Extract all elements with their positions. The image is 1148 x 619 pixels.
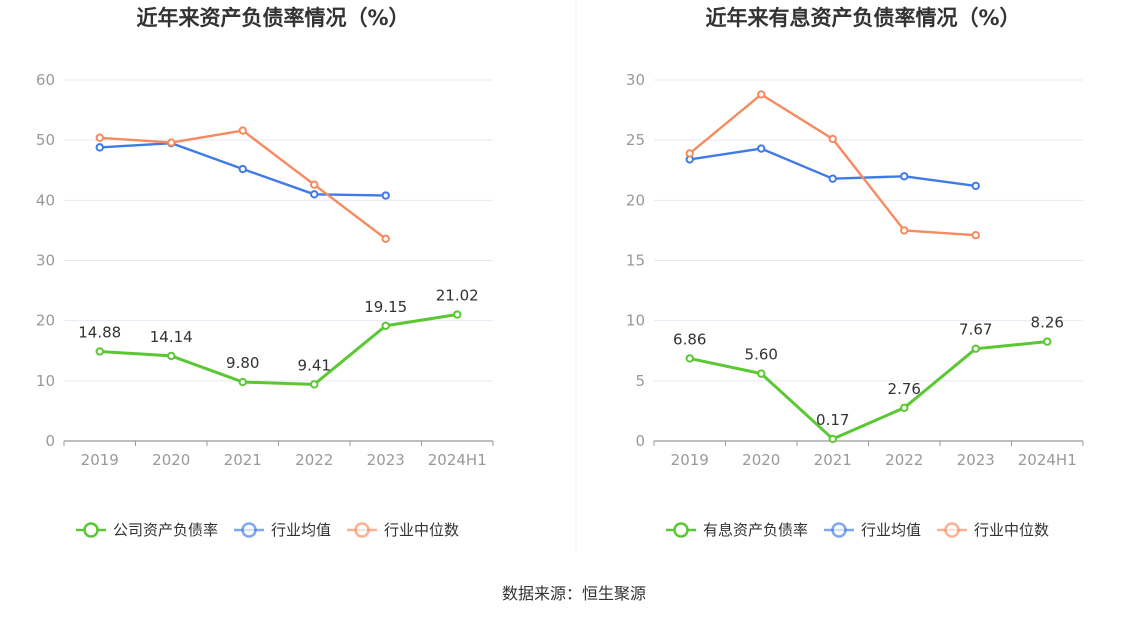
chart-0-series-company-point bbox=[310, 380, 319, 389]
chart-1-series-median-point bbox=[900, 226, 909, 235]
chart-0-y-tick-label: 60 bbox=[36, 71, 55, 89]
interest-bearing-debt-ratio-chart: 近年来有息资产负债率情况（%） 0 5 10 15 20 25 30 2019 2020 2021 2… bbox=[626, 6, 1084, 539]
chart-1-x-tick-label: 2021 bbox=[814, 451, 852, 469]
chart-1-title: 近年来有息资产负债率情况（%） bbox=[705, 6, 1020, 30]
chart-0-x-tick-label: 2024H1 bbox=[428, 451, 487, 469]
chart-0-series-company-point bbox=[238, 377, 247, 387]
chart-0-series-median-point bbox=[167, 138, 176, 147]
chart-0-series-median-point bbox=[381, 234, 390, 244]
chart-0-series-median-point bbox=[95, 133, 104, 142]
chart-1-series-company-point bbox=[1043, 337, 1052, 346]
legend-company-label: 有息资产负债率 bbox=[703, 521, 808, 539]
chart-0-series-average-point bbox=[95, 143, 104, 152]
legend-median-label: 行业中位数 bbox=[384, 521, 459, 539]
chart-1-x-tick-label: 2019 bbox=[671, 451, 709, 469]
chart-1-series-average-point bbox=[900, 172, 909, 181]
chart-1-series-average-point bbox=[828, 174, 837, 183]
chart-1-series-company-point bbox=[828, 434, 837, 444]
chart-1-series-median-point bbox=[828, 134, 837, 144]
chart-0-y-tick-label: 50 bbox=[36, 131, 55, 149]
chart-0-x-tick-label: 2020 bbox=[152, 451, 190, 469]
chart-1-data-label: 2.76 bbox=[888, 380, 921, 398]
chart-1-x-tick-label: 2022 bbox=[885, 451, 923, 469]
chart-0-data-label: 14.88 bbox=[78, 323, 121, 341]
chart-0-series-company-point bbox=[167, 351, 176, 361]
debt-ratio-chart: 近年来资产负债率情况（%） 0 10 20 30 40 50 60 2019 2020 2021 20… bbox=[36, 6, 494, 539]
chart-0-series-company-point bbox=[381, 321, 390, 330]
chart-1-series-company-line bbox=[689, 340, 1048, 441]
chart-0-series-median-line bbox=[99, 129, 387, 240]
chart-1-x-tick-label: 2020 bbox=[742, 451, 780, 469]
chart-1-y-tick-label: 25 bbox=[626, 131, 645, 149]
chart-1-series-median-point bbox=[757, 90, 766, 99]
chart-1-series-average-point bbox=[757, 144, 766, 153]
legend-median-label: 行业中位数 bbox=[974, 521, 1049, 539]
chart-0-series-median-point bbox=[238, 126, 247, 135]
chart-1-data-label: 6.86 bbox=[673, 330, 706, 348]
chart-0-x-tick-label: 2021 bbox=[224, 451, 262, 469]
chart-1-series-median-line bbox=[688, 93, 976, 237]
chart-0-data-label: 21.02 bbox=[436, 287, 479, 305]
legend-company-swatch-marker bbox=[83, 522, 99, 538]
chart-0-series-company-point bbox=[95, 347, 104, 356]
chart-0-y-tick-label: 30 bbox=[36, 252, 55, 270]
chart-1-y-tick-label: 20 bbox=[626, 191, 645, 209]
chart-0-data-label: 9.41 bbox=[298, 356, 331, 374]
chart-1-series-company-point bbox=[685, 354, 694, 363]
chart-0-x-tick-label: 2022 bbox=[295, 451, 333, 469]
chart-0-series-average-point bbox=[310, 190, 319, 199]
chart-0-x-tick-label: 2019 bbox=[81, 451, 119, 469]
chart-1-series-average-point bbox=[971, 181, 980, 191]
legend-median-swatch-marker bbox=[944, 522, 960, 538]
chart-1-series-median-point bbox=[685, 149, 694, 158]
chart-1-y-tick-label: 0 bbox=[635, 432, 645, 450]
chart-0-series-company-line bbox=[99, 313, 458, 386]
chart-1-y-tick-label: 30 bbox=[626, 71, 645, 89]
chart-0-x-tick-label: 2023 bbox=[367, 451, 405, 469]
data-source: 数据来源：恒生聚源 bbox=[502, 584, 646, 603]
legend-average-label: 行业均值 bbox=[271, 521, 331, 539]
chart-0-y-tick-label: 20 bbox=[36, 312, 55, 330]
chart-0-data-label: 19.15 bbox=[364, 298, 407, 316]
chart-1-data-label: 0.17 bbox=[816, 411, 849, 429]
legend-average-swatch-marker bbox=[241, 522, 257, 538]
chart-0-data-label: 14.14 bbox=[150, 328, 193, 346]
legend-median-swatch-marker bbox=[354, 522, 370, 538]
chart-1-data-label: 8.26 bbox=[1031, 314, 1064, 332]
legend-average-label: 行业均值 bbox=[861, 521, 921, 539]
chart-0-data-label: 9.80 bbox=[226, 354, 259, 372]
chart-1-x-tick-label: 2024H1 bbox=[1018, 451, 1077, 469]
legend-company-label: 公司资产负债率 bbox=[113, 521, 218, 539]
chart-0-series-average-point bbox=[381, 191, 390, 200]
chart-1-series-company-point bbox=[757, 369, 766, 378]
chart-0-series-company-point bbox=[453, 310, 462, 319]
chart-0-y-tick-label: 40 bbox=[36, 191, 55, 209]
chart-1-data-label: 7.67 bbox=[959, 321, 992, 339]
chart-1-series-company-point bbox=[971, 344, 980, 353]
legend-company-swatch-marker bbox=[673, 522, 689, 538]
chart-1-y-tick-label: 5 bbox=[635, 372, 645, 390]
chart-1-series-company-point bbox=[900, 403, 909, 412]
chart-0-y-tick-label: 10 bbox=[36, 372, 55, 390]
chart-0-title: 近年来资产负债率情况（%） bbox=[136, 6, 409, 30]
chart-1-data-label: 5.60 bbox=[745, 346, 778, 364]
chart-1-y-tick-label: 15 bbox=[626, 252, 645, 270]
chart-1-x-tick-label: 2023 bbox=[957, 451, 995, 469]
chart-0-y-tick-label: 0 bbox=[45, 432, 55, 450]
legend-average-swatch-marker bbox=[831, 522, 847, 538]
chart-1-series-median-point bbox=[971, 231, 980, 240]
chart-0-series-median-point bbox=[310, 180, 319, 189]
chart-1-y-tick-label: 10 bbox=[626, 312, 645, 330]
chart-0-series-average-point bbox=[238, 164, 247, 174]
